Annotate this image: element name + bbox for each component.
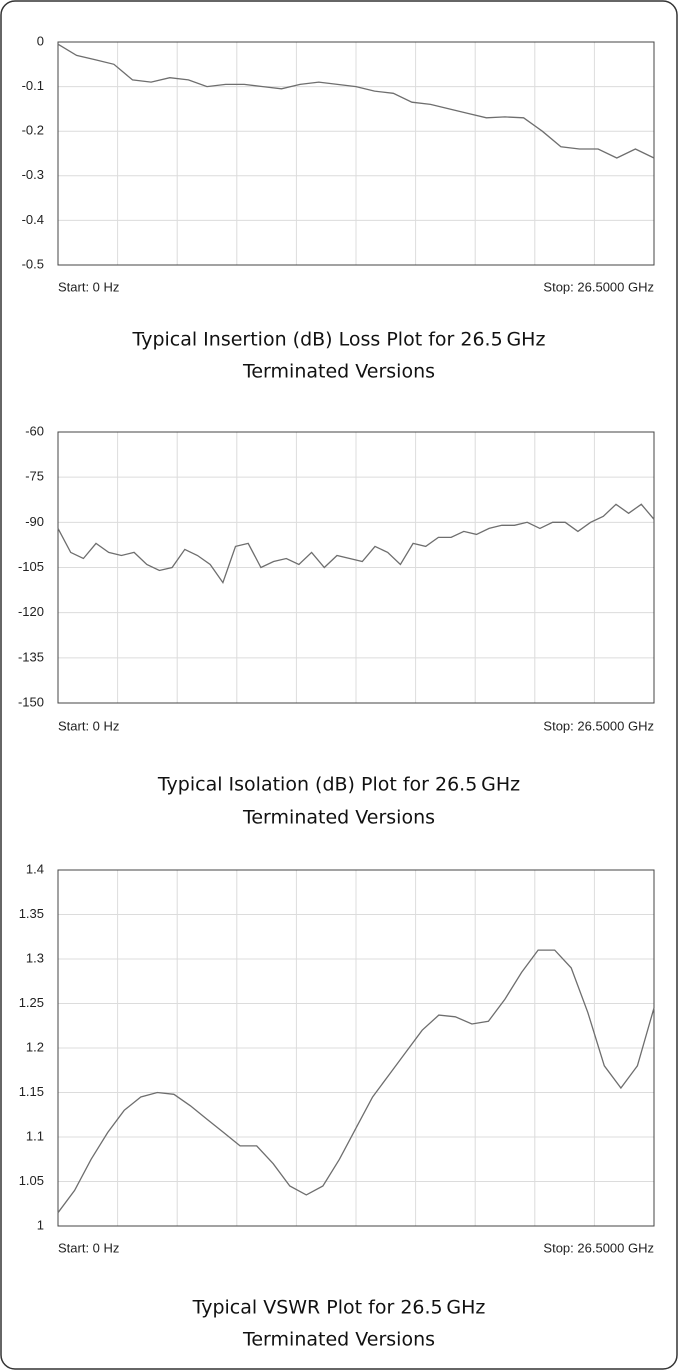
- y-tick-label: 1.15: [19, 1084, 44, 1099]
- chart-title: Terminated Versions: [242, 1329, 435, 1351]
- y-tick-label: -120: [18, 604, 44, 619]
- chart-title: Typical Insertion (dB) Loss Plot for 26.…: [132, 329, 546, 351]
- x-stop-label: Stop: 26.5000 GHz: [543, 279, 654, 294]
- y-tick-label: -0.2: [22, 123, 44, 138]
- y-tick-label: 1.05: [19, 1173, 44, 1188]
- x-start-label: Start: 0 Hz: [58, 718, 119, 733]
- data-line: [57, 503, 655, 585]
- x-start-label: Start: 0 Hz: [58, 1240, 119, 1255]
- x-start-label: Start: 0 Hz: [58, 279, 119, 294]
- y-tick-label: -135: [18, 649, 44, 664]
- data-line: [57, 949, 655, 1214]
- chart-title: Terminated Versions: [242, 807, 435, 829]
- x-stop-label: Stop: 26.5000 GHz: [543, 718, 654, 733]
- y-tick-label: -60: [25, 423, 44, 438]
- y-tick-label: -0.3: [22, 167, 44, 182]
- y-tick-label: 1.25: [19, 995, 44, 1010]
- chart-title: Terminated Versions: [242, 361, 435, 383]
- y-tick-label: 1: [37, 1217, 44, 1232]
- chart-title: Typical Isolation (dB) Plot for 26.5 GHz: [157, 774, 520, 796]
- y-tick-label: -0.5: [22, 256, 44, 271]
- y-tick-label: 1.4: [26, 861, 44, 876]
- y-tick-label: -90: [25, 514, 44, 529]
- y-tick-label: 0: [37, 33, 44, 48]
- y-tick-label: -0.1: [22, 78, 44, 93]
- y-tick-label: -0.4: [22, 212, 44, 227]
- plot-border: [57, 431, 655, 704]
- chart-title: Typical VSWR Plot for 26.5 GHz: [192, 1297, 486, 1319]
- y-tick-label: 1.2: [26, 1039, 44, 1054]
- y-tick-label: 1.3: [26, 950, 44, 965]
- y-tick-label: -75: [25, 469, 44, 484]
- y-tick-label: 1.1: [26, 1128, 44, 1143]
- plot-border: [57, 41, 655, 266]
- data-line: [57, 43, 655, 159]
- y-tick-label: -105: [18, 559, 44, 574]
- plot-border: [57, 869, 655, 1227]
- x-stop-label: Stop: 26.5000 GHz: [543, 1240, 654, 1255]
- y-tick-label: -150: [18, 694, 44, 709]
- y-tick-label: 1.35: [19, 906, 44, 921]
